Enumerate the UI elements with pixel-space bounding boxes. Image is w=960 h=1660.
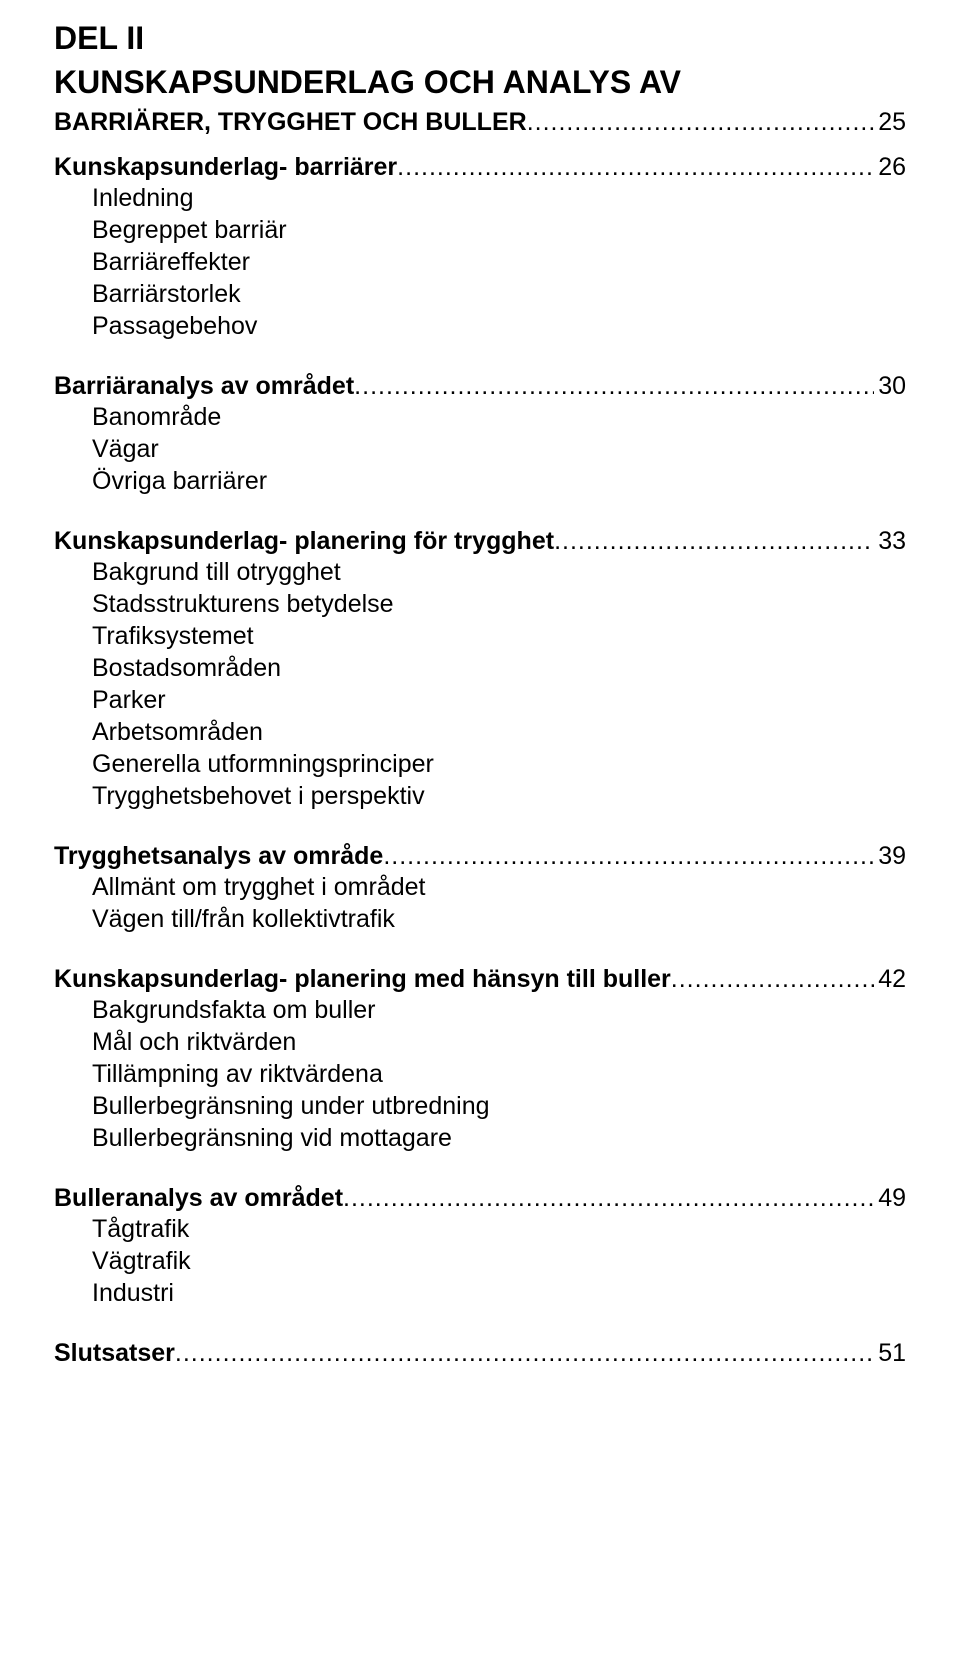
toc-sub-item: Bakgrundsfakta om buller (92, 994, 906, 1026)
toc-section: Slutsatser 51 (54, 1339, 906, 1368)
toc-section-title: Slutsatser (54, 1339, 175, 1368)
toc-section: Barriäranalys av området 30 Banområde Vä… (54, 372, 906, 497)
toc-section-page: 33 (874, 527, 906, 556)
toc-sub-item: Stadsstrukturens betydelse (92, 588, 906, 620)
toc-section-title-row: Kunskapsunderlag- planering för trygghet… (54, 527, 906, 556)
toc-sub-item: Passagebehov (92, 310, 906, 342)
toc-section-title: Barriäranalys av området (54, 372, 354, 401)
toc-sub-item: Trafiksystemet (92, 620, 906, 652)
toc-sub-item: Bullerbegränsning under utbredning (92, 1090, 906, 1122)
toc-sub-item: Inledning (92, 182, 906, 214)
toc-section-title: Bulleranalys av området (54, 1184, 343, 1213)
toc-section-page: 49 (874, 1184, 906, 1213)
leader (354, 372, 874, 401)
toc-sub-list: Inledning Begreppet barriär Barriäreffek… (54, 182, 906, 342)
toc-section: Kunskapsunderlag- planering med hänsyn t… (54, 965, 906, 1154)
part-heading-line3-page: 25 (874, 108, 906, 137)
leader (554, 527, 874, 556)
leader (343, 1184, 874, 1213)
toc-sub-list: Tågtrafik Vägtrafik Industri (54, 1213, 906, 1309)
toc-page: DEL II KUNSKAPSUNDERLAG OCH ANALYS AV BA… (0, 0, 960, 1660)
toc-sub-item: Generella utformningsprinciper (92, 748, 906, 780)
toc-section: Trygghetsanalys av område 39 Allmänt om … (54, 842, 906, 935)
toc-sub-list: Allmänt om trygghet i området Vägen till… (54, 871, 906, 935)
toc-section-title-row: Bulleranalys av området 49 (54, 1184, 906, 1213)
part-heading-line3: BARRIÄRER, TRYGGHET OCH BULLER 25 (54, 108, 906, 138)
toc-section-title-row: Slutsatser 51 (54, 1339, 906, 1368)
toc-section-title: Kunskapsunderlag- planering för trygghet (54, 527, 554, 556)
toc-sub-list: Bakgrundsfakta om buller Mål och riktvär… (54, 994, 906, 1154)
toc-sub-item: Vägar (92, 433, 906, 465)
toc-sub-item: Trygghetsbehovet i perspektiv (92, 780, 906, 812)
toc-section-title-row: Trygghetsanalys av område 39 (54, 842, 906, 871)
leader (383, 842, 874, 871)
toc-section-title: Trygghetsanalys av område (54, 842, 383, 871)
toc-sub-item: Tågtrafik (92, 1213, 906, 1245)
toc-sub-item: Bostadsområden (92, 652, 906, 684)
toc-section-title: Kunskapsunderlag- barriärer (54, 153, 397, 182)
toc-sub-item: Bullerbegränsning vid mottagare (92, 1122, 906, 1154)
toc-sub-item: Tillämpning av riktvärdena (92, 1058, 906, 1090)
toc-sub-list: Banområde Vägar Övriga barriärer (54, 401, 906, 497)
toc-sub-item: Vägtrafik (92, 1245, 906, 1277)
toc-sub-item: Industri (92, 1277, 906, 1309)
toc-sub-item: Barriärstorlek (92, 278, 906, 310)
toc-section-page: 39 (874, 842, 906, 871)
toc-section: Bulleranalys av området 49 Tågtrafik Väg… (54, 1184, 906, 1309)
leader (175, 1339, 874, 1368)
toc-section-page: 30 (874, 372, 906, 401)
toc-section: Kunskapsunderlag- barriärer 26 Inledning… (54, 153, 906, 342)
toc-section-page: 26 (874, 153, 906, 182)
leader (671, 965, 874, 994)
toc-sub-item: Barriäreffekter (92, 246, 906, 278)
toc-section-page: 51 (874, 1339, 906, 1368)
toc-sub-item: Banområde (92, 401, 906, 433)
toc-section: Kunskapsunderlag- planering för trygghet… (54, 527, 906, 812)
toc-sub-item: Mål och riktvärden (92, 1026, 906, 1058)
part-heading-line2: KUNSKAPSUNDERLAG OCH ANALYS AV (54, 64, 906, 102)
part-heading-line1: DEL II (54, 20, 906, 58)
toc-section-title: Kunskapsunderlag- planering med hänsyn t… (54, 965, 671, 994)
toc-section-title-row: Kunskapsunderlag- planering med hänsyn t… (54, 965, 906, 994)
part-heading-line3-label: BARRIÄRER, TRYGGHET OCH BULLER (54, 108, 527, 138)
toc-sub-list: Bakgrund till otrygghet Stadsstrukturens… (54, 556, 906, 812)
toc-sub-item: Bakgrund till otrygghet (92, 556, 906, 588)
leader (397, 153, 874, 182)
toc-sub-item: Begreppet barriär (92, 214, 906, 246)
toc-section-title-row: Kunskapsunderlag- barriärer 26 (54, 153, 906, 182)
toc-sub-item: Allmänt om trygghet i området (92, 871, 906, 903)
toc-sub-item: Arbetsområden (92, 716, 906, 748)
leader (527, 108, 875, 137)
toc-sub-item: Parker (92, 684, 906, 716)
toc-section-page: 42 (874, 965, 906, 994)
toc-section-title-row: Barriäranalys av området 30 (54, 372, 906, 401)
toc-sub-item: Övriga barriärer (92, 465, 906, 497)
toc-sub-item: Vägen till/från kollektivtrafik (92, 903, 906, 935)
